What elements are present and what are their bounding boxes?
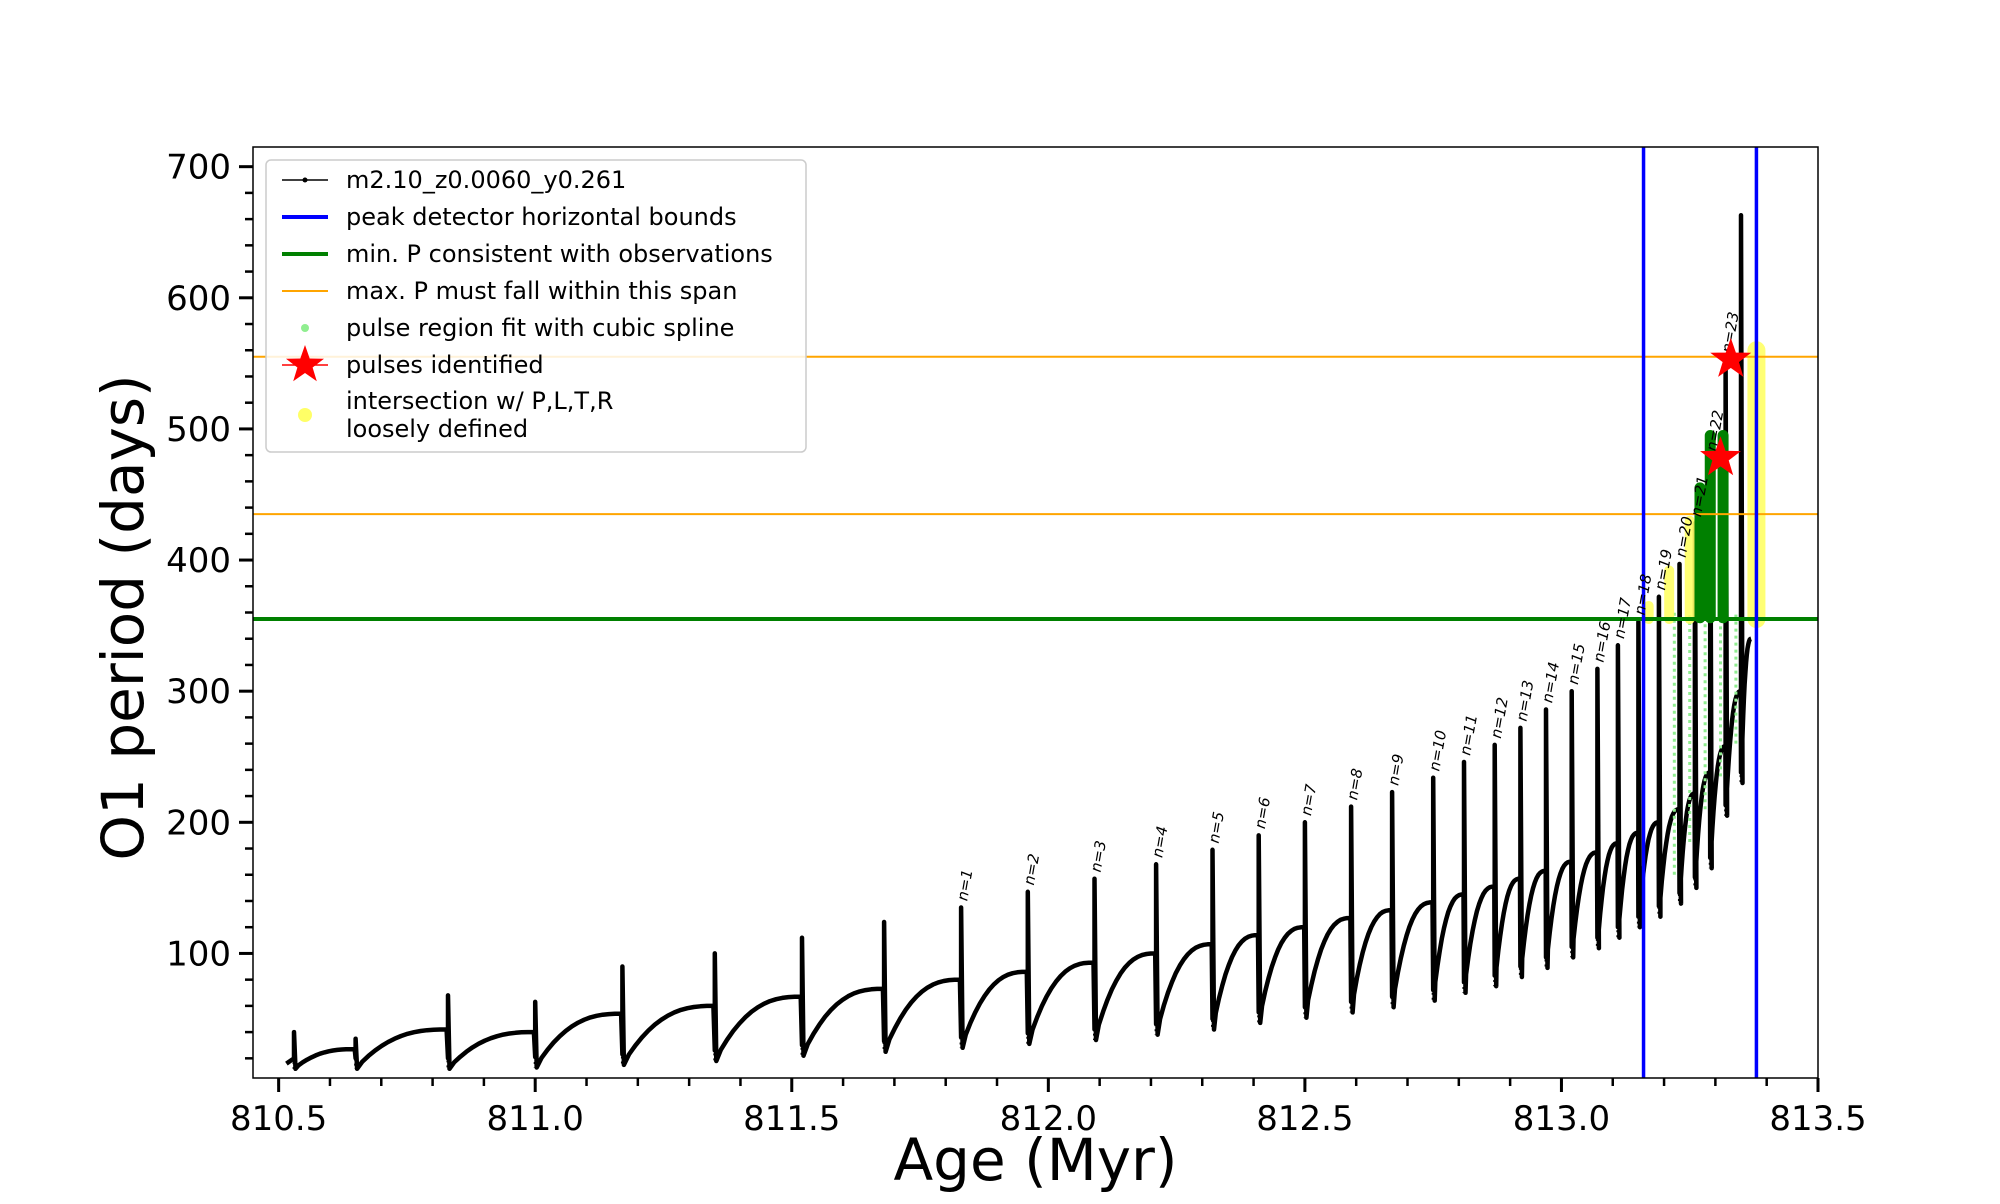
x-tick-label-2: 811.0 bbox=[487, 1099, 584, 1139]
y-tick-label-7: 700 bbox=[166, 148, 231, 188]
x-tick-label-1: 810.5 bbox=[230, 1099, 327, 1139]
pulse-identified-star-1 bbox=[1700, 436, 1741, 476]
pulse-label-2: n=2 bbox=[1020, 852, 1043, 886]
pulse-label-8: n=8 bbox=[1343, 767, 1366, 801]
pulse-label-1: n=1 bbox=[953, 868, 976, 902]
pulse-label-15: n=15 bbox=[1564, 642, 1589, 686]
y-tick-label-4: 400 bbox=[166, 541, 231, 581]
y-tick-label-1: 100 bbox=[166, 934, 231, 974]
pulse-label-9: n=9 bbox=[1384, 753, 1407, 787]
legend-marker-dot bbox=[301, 324, 309, 332]
pulse-label-14: n=14 bbox=[1538, 661, 1563, 705]
legend-marker-series-dot bbox=[302, 177, 308, 183]
pulse-label-4: n=4 bbox=[1148, 825, 1171, 859]
pulse-label-10: n=10 bbox=[1425, 729, 1450, 773]
pulse-label-12: n=12 bbox=[1487, 696, 1512, 740]
legend-label-2: peak detector horizontal bounds bbox=[346, 203, 737, 231]
x-tick-label-3: 811.5 bbox=[743, 1099, 840, 1139]
x-tick-label-4: 812.0 bbox=[1000, 1099, 1097, 1139]
pulse-label-13: n=13 bbox=[1513, 679, 1538, 723]
legend-label-6: pulses identified bbox=[346, 351, 544, 379]
pulse-identified-star-2 bbox=[1710, 337, 1752, 377]
legend-label-4: max. P must fall within this span bbox=[346, 277, 737, 305]
legend-label-1: m2.10_z0.0060_y0.261 bbox=[346, 166, 626, 194]
series-line bbox=[285, 212, 1753, 1072]
x-tick-label-7: 813.5 bbox=[1769, 1099, 1866, 1139]
plot-area bbox=[285, 212, 1766, 1072]
legend-label-3: min. P consistent with observations bbox=[346, 240, 773, 268]
y-tick-label-5: 500 bbox=[166, 410, 231, 450]
pulse-label-7: n=7 bbox=[1297, 782, 1320, 817]
pulse-label-3: n=3 bbox=[1087, 839, 1110, 873]
pulse-label-11: n=11 bbox=[1456, 713, 1481, 757]
pulse-label-5: n=5 bbox=[1205, 810, 1228, 844]
x-tick-label-5: 812.5 bbox=[1256, 1099, 1353, 1139]
pulse-label-16: n=16 bbox=[1590, 620, 1615, 664]
y-tick-label-3: 300 bbox=[166, 672, 231, 712]
legend-label-8: loosely defined bbox=[346, 415, 528, 443]
y-tick-label-2: 200 bbox=[166, 803, 231, 843]
legend-box bbox=[265, 159, 807, 453]
legend-marker-star bbox=[286, 345, 324, 382]
legend-label-5: pulse region fit with cubic spline bbox=[346, 314, 734, 342]
pulse-label-17: n=17 bbox=[1610, 596, 1635, 640]
y-tick-label-6: 600 bbox=[166, 279, 231, 319]
legend-marker-circle bbox=[298, 408, 312, 422]
y-axis-title: O1 period (days) bbox=[89, 374, 157, 860]
legend-label-7: intersection w/ P,L,T,R bbox=[346, 387, 613, 415]
x-tick-label-6: 813.0 bbox=[1513, 1099, 1610, 1139]
x-axis-title: Age (Myr) bbox=[893, 1126, 1177, 1194]
axes-layer: 810.5 811.0 811.5 812.0 812.5 813.0 813.5 100 20… bbox=[166, 146, 1867, 1139]
pulse-label-6: n=6 bbox=[1251, 796, 1274, 830]
